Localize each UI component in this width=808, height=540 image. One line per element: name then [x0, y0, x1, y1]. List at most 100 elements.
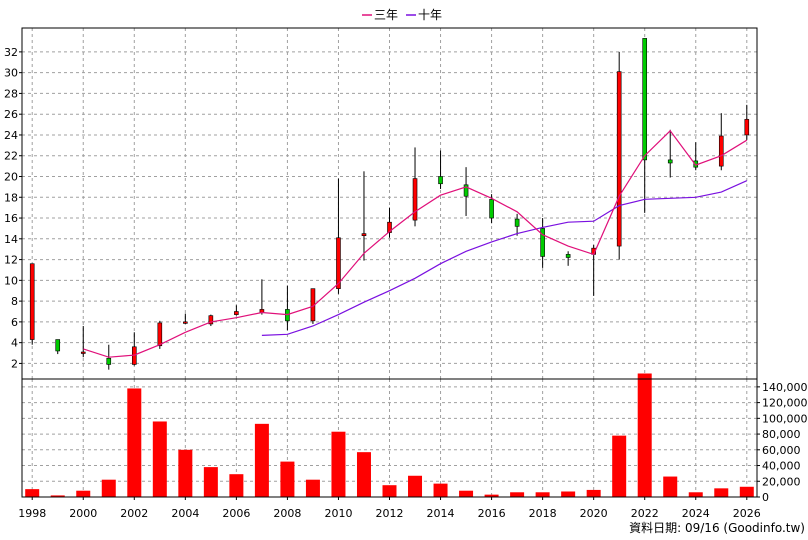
candle-body-2018	[540, 228, 545, 257]
price-tick-label-32: 32	[4, 46, 18, 59]
candle-body-2026	[744, 119, 750, 136]
volume-bar-2018	[535, 492, 550, 497]
price-tick-label-14: 14	[4, 233, 18, 246]
candle-body-2003	[157, 322, 163, 347]
volume-bar-2024	[688, 492, 703, 497]
volume-bar-2001	[101, 479, 116, 497]
candle-body-2016	[489, 199, 494, 219]
volume-bar-2013	[408, 475, 423, 497]
legend-label-ma10: 十年	[418, 8, 442, 22]
source-label: 資料日期: 09/16 (Goodinfo.tw)	[629, 521, 805, 535]
candle-body-2021	[616, 71, 622, 247]
candle-body-2022	[642, 38, 648, 161]
volume-tick-label-60000: 60,000	[762, 444, 801, 457]
volume-bar-2021	[612, 435, 627, 497]
x-tick-label-2000: 2000	[69, 507, 97, 520]
volume-bar-2010	[331, 431, 346, 497]
price-tick-label-24: 24	[4, 129, 18, 142]
volume-bar-1999	[50, 495, 65, 497]
volume-bar-2002	[127, 388, 142, 497]
price-tick-label-8: 8	[11, 295, 18, 308]
x-tick-label-2018: 2018	[529, 507, 557, 520]
price-tick-label-16: 16	[4, 212, 18, 225]
volume-tick-label-140000: 140,000	[762, 381, 808, 394]
volume-bar-2025	[714, 488, 729, 497]
x-tick-label-2022: 2022	[631, 507, 659, 520]
price-tick-label-6: 6	[11, 316, 18, 329]
candle-body-1999	[55, 339, 61, 352]
legend-label-ma3: 三年	[374, 8, 398, 22]
price-tick-label-4: 4	[11, 337, 18, 350]
volume-tick-label-20000: 20,000	[762, 475, 801, 488]
x-tick-label-2004: 2004	[171, 507, 199, 520]
volume-tick-label-0: 0	[762, 491, 769, 504]
candle-body-2011	[361, 233, 367, 236]
candle-body-2023	[667, 159, 673, 164]
volume-bar-2026	[739, 486, 754, 497]
candle-body-2017	[514, 218, 520, 227]
candle-body-2010	[336, 237, 341, 289]
volume-bar-2020	[586, 489, 601, 497]
candle-body-1998	[29, 263, 35, 340]
volume-bars	[25, 373, 754, 497]
x-tick-label-2010: 2010	[324, 507, 352, 520]
candle-body-2025	[718, 135, 724, 167]
x-tick-label-2016: 2016	[478, 507, 506, 520]
volume-bar-1998	[25, 489, 40, 497]
volume-bar-2004	[178, 449, 193, 497]
candle-body-2004	[183, 321, 188, 324]
price-tick-label-20: 20	[4, 171, 18, 184]
moving-average-lines	[83, 129, 748, 358]
volume-bar-2019	[561, 491, 576, 497]
candle-body-2012	[387, 221, 392, 233]
candle-body-2014	[438, 176, 443, 185]
candle-body-2006	[234, 311, 239, 315]
price-tick-label-2: 2	[11, 357, 18, 370]
price-tick-label-22: 22	[4, 150, 18, 163]
x-tick-label-2002: 2002	[120, 507, 148, 520]
volume-tick-label-80000: 80,000	[762, 428, 801, 441]
volume-bar-2003	[152, 421, 167, 497]
legend: 三年 十年	[362, 8, 442, 22]
candle-body-2001	[106, 357, 112, 365]
volume-bar-2005	[203, 467, 218, 497]
volume-bar-2000	[76, 490, 91, 497]
x-tick-label-2014: 2014	[427, 507, 455, 520]
candle-body-2000	[80, 351, 86, 354]
volume-bar-2008	[280, 461, 295, 497]
volume-bar-2016	[484, 494, 499, 497]
price-tick-label-18: 18	[4, 191, 18, 204]
volume-bar-2017	[510, 492, 525, 497]
volume-panel-frame	[21, 378, 758, 498]
candle-body-2005	[208, 315, 214, 325]
volume-bar-2006	[229, 474, 244, 497]
price-tick-label-28: 28	[4, 87, 18, 100]
x-tick-label-2012: 2012	[376, 507, 404, 520]
x-axis-ticks: 1998 2000 2002 2004 2006 2008 2010 2012 2014 2016…	[18, 497, 761, 520]
volume-bar-2012	[382, 485, 397, 497]
volume-tick-label-120000: 120,000	[762, 397, 808, 410]
x-tick-label-2020: 2020	[580, 507, 608, 520]
volume-bar-2023	[663, 476, 678, 497]
price-tick-label-30: 30	[4, 67, 18, 80]
volume-bar-2011	[356, 452, 371, 497]
x-tick-label-2008: 2008	[273, 507, 301, 520]
volume-bar-2009	[305, 479, 320, 497]
ma3-line	[83, 129, 748, 358]
x-tick-label-2024: 2024	[682, 507, 710, 520]
volume-axis-ticks: 0 20,000 40,000 60,000 80,000 100,000 120,000 1…	[757, 381, 808, 504]
candle-body-2013	[412, 178, 418, 221]
candle-body-2019	[565, 254, 571, 258]
price-tick-label-10: 10	[4, 274, 18, 287]
volume-bar-2007	[254, 423, 269, 497]
x-tick-label-2026: 2026	[733, 507, 761, 520]
x-tick-label-2006: 2006	[222, 507, 250, 520]
price-tick-label-26: 26	[4, 108, 18, 121]
volume-bar-2022	[637, 373, 652, 497]
ma10-line	[261, 180, 748, 336]
volume-tick-label-40000: 40,000	[762, 460, 801, 473]
volume-tick-label-100000: 100,000	[762, 412, 808, 425]
volume-bar-2015	[459, 490, 474, 497]
